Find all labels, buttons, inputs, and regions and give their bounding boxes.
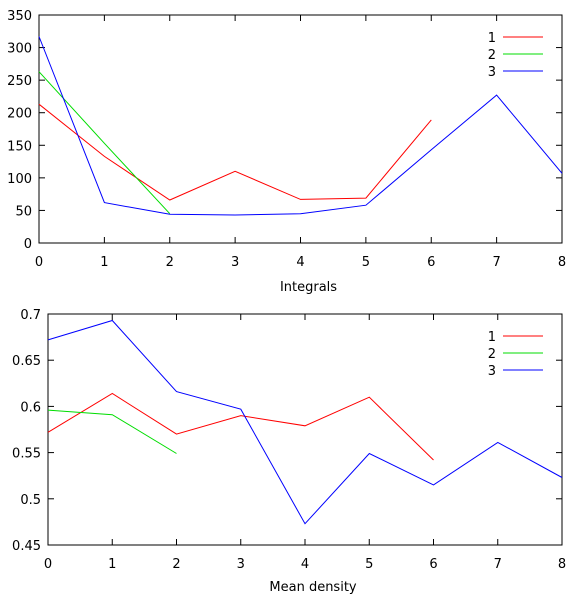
legend: 1 2 3 bbox=[488, 330, 543, 379]
x-tick-label: 6 bbox=[427, 255, 435, 270]
chart-panel-2: 0.45 0.5 0.55 0.6 0.65 0.7 0 1 2 3 4 5 6 7 8 Mean densi… bbox=[12, 308, 566, 595]
y-tick-label: 0.6 bbox=[20, 400, 41, 415]
x-tick-label: 3 bbox=[237, 557, 245, 572]
x-tick-label: 3 bbox=[231, 255, 239, 270]
plot-frame bbox=[38, 14, 563, 244]
x-tick-label: 5 bbox=[362, 255, 370, 270]
x-tick-label: 5 bbox=[365, 557, 373, 572]
x-tick-label: 7 bbox=[492, 255, 500, 270]
x-axis-title: Mean density bbox=[269, 580, 357, 595]
legend-label-2: 2 bbox=[488, 347, 496, 362]
y-tick-label: 100 bbox=[7, 172, 32, 187]
plot-frame bbox=[47, 313, 563, 546]
y-tick-label: 150 bbox=[7, 139, 32, 154]
x-tick-label: 2 bbox=[166, 255, 174, 270]
series-line-2 bbox=[38, 71, 171, 215]
y-tick-label: 0.5 bbox=[20, 493, 41, 508]
legend-label-2: 2 bbox=[488, 48, 496, 63]
x-tick-label: 1 bbox=[100, 255, 108, 270]
x-tick-label: 4 bbox=[301, 557, 309, 572]
legend-label-3: 3 bbox=[488, 65, 496, 80]
y-tick-label: 0 bbox=[24, 237, 32, 252]
legend: 1 2 3 bbox=[488, 31, 543, 80]
y-tick-label: 0.65 bbox=[12, 354, 41, 369]
series-line-2 bbox=[47, 409, 177, 454]
x-tick-label: 2 bbox=[172, 557, 180, 572]
y-tick-label: 200 bbox=[7, 107, 32, 122]
legend-label-1: 1 bbox=[488, 31, 496, 46]
series-line-3 bbox=[38, 36, 563, 216]
x-tick-label: 7 bbox=[494, 557, 502, 572]
y-tick-label: 250 bbox=[7, 74, 32, 89]
series-line-1 bbox=[47, 392, 434, 461]
y-tick-label: 50 bbox=[15, 204, 32, 219]
x-tick-label: 1 bbox=[108, 557, 116, 572]
series-line-3 bbox=[47, 319, 563, 525]
x-tick-label: 4 bbox=[296, 255, 304, 270]
y-tick-label: 0.7 bbox=[20, 308, 41, 323]
legend-label-3: 3 bbox=[488, 364, 496, 379]
series-line-1 bbox=[38, 103, 432, 201]
x-axis-title: Integrals bbox=[280, 280, 337, 295]
x-tick-label: 6 bbox=[429, 557, 437, 572]
x-tick-label: 8 bbox=[558, 557, 566, 572]
x-tick-label: 0 bbox=[44, 557, 52, 572]
y-tick-label: 300 bbox=[7, 42, 32, 57]
x-tick-label: 0 bbox=[35, 255, 43, 270]
legend-label-1: 1 bbox=[488, 330, 496, 345]
y-tick-label: 0.45 bbox=[12, 539, 41, 554]
chart-panel-1: 0 50 100 150 200 250 300 350 0 1 2 3 4 5 6 7 8 Integrals 1… bbox=[7, 9, 566, 295]
y-tick-label: 0.55 bbox=[12, 447, 41, 462]
y-tick-label: 350 bbox=[7, 9, 32, 24]
x-tick-label: 8 bbox=[558, 255, 566, 270]
